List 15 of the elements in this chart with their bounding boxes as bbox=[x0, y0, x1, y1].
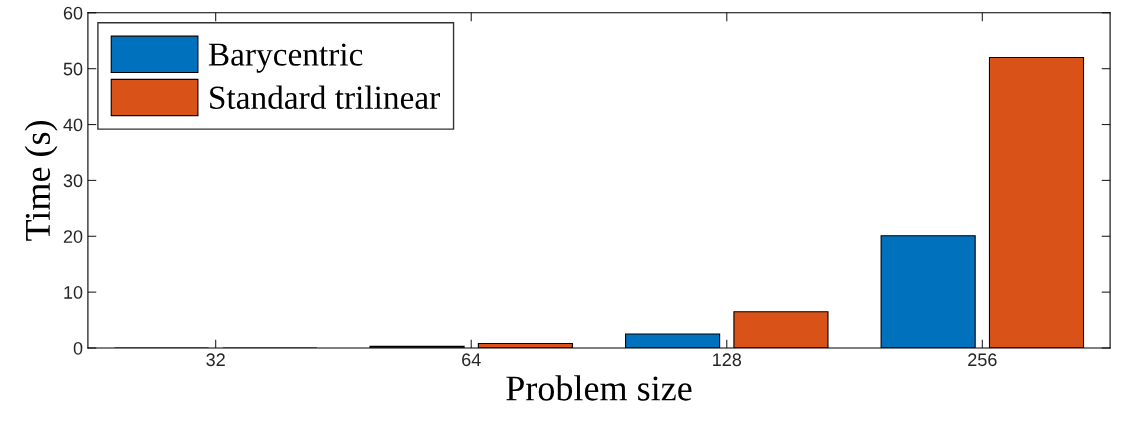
y-tick-label: 20 bbox=[63, 230, 83, 243]
legend-label: Standard trilinear bbox=[210, 85, 440, 109]
y-axis-title: Time (s) bbox=[24, 120, 58, 241]
y-tick-label: 60 bbox=[63, 6, 83, 20]
x-tick-label: 64 bbox=[462, 353, 481, 367]
x-tick-label: 256 bbox=[968, 353, 997, 367]
y-tick-label: 10 bbox=[64, 286, 83, 299]
y-tick-label: 30 bbox=[63, 174, 83, 188]
x-tick-label: 128 bbox=[713, 353, 742, 367]
x-tick-label: 32 bbox=[206, 353, 225, 367]
y-tick-label: 50 bbox=[63, 62, 83, 76]
y-tick-label: 40 bbox=[63, 118, 83, 132]
y-tick-label: 0 bbox=[73, 341, 83, 355]
legend-label: Barycentric bbox=[208, 43, 363, 73]
x-axis-title: Problem size bbox=[506, 375, 692, 401]
